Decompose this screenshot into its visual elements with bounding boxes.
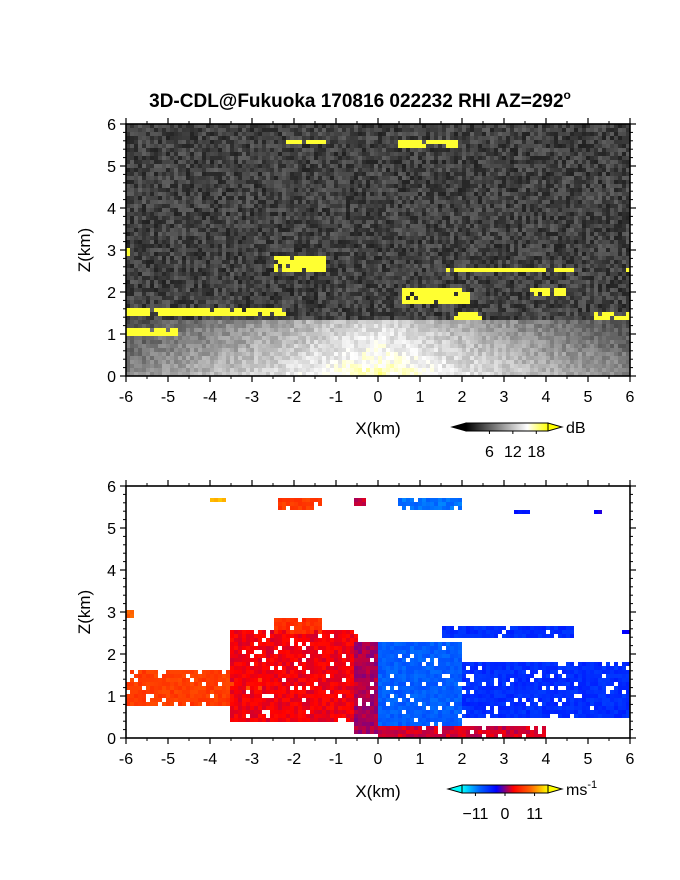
backscatter-xtick-label: 6 xyxy=(626,389,635,406)
backscatter-xtick-label: 1 xyxy=(416,389,425,406)
backscatter-xtick-label: -6 xyxy=(119,389,133,406)
velocity-colorbar-tick-label: 0 xyxy=(501,806,510,823)
backscatter-xtick-label: -3 xyxy=(245,389,259,406)
velocity-xtick-label: 6 xyxy=(626,751,635,768)
backscatter-colorbar-tick-label: 6 xyxy=(485,444,494,461)
velocity-ytick-label: 5 xyxy=(107,521,116,538)
backscatter-axis-ticks: -6 -5 -4 -3 -2 -1 0 1 2 3 4 5 6 0 1 2 3 4 5 6 xyxy=(107,117,636,406)
velocity-ytick-label: 3 xyxy=(107,605,116,622)
velocity-colorbar: −11 0 11 ms-1 xyxy=(446,779,597,823)
backscatter-colorbar-min-arrow xyxy=(450,422,467,432)
backscatter-ytick-label: 6 xyxy=(107,117,116,134)
velocity-colorbar-max-arrow xyxy=(547,784,564,794)
velocity-ytick-label: 0 xyxy=(107,731,116,748)
velocity-xtick-label: 3 xyxy=(500,751,509,768)
backscatter-xtick-label: -5 xyxy=(161,389,175,406)
backscatter-colorbar-tick-label: 12 xyxy=(504,444,522,461)
backscatter-colorbar-bar xyxy=(465,422,549,432)
velocity-heatmap xyxy=(126,486,630,738)
backscatter-xtick-label: 4 xyxy=(542,389,551,406)
backscatter-colorbar-unit: dB xyxy=(566,420,586,437)
velocity-xtick-label: 4 xyxy=(542,751,551,768)
velocity-xlabel: X(km) xyxy=(355,782,400,801)
velocity-colorbar-bar xyxy=(461,784,549,794)
backscatter-ylabel: Z(km) xyxy=(75,228,94,272)
velocity-axis-ticks: -6 -5 -4 -3 -2 -1 0 1 2 3 4 5 6 0 1 2 3 4 5 6 xyxy=(107,479,636,768)
backscatter-xtick-label: -2 xyxy=(287,389,301,406)
backscatter-heatmap xyxy=(126,124,630,376)
velocity-colorbar-unit: ms-1 xyxy=(566,779,597,799)
velocity-ytick-label: 1 xyxy=(107,689,116,706)
velocity-colorbar-min-arrow xyxy=(446,784,463,794)
backscatter-xtick-label: 0 xyxy=(374,389,383,406)
backscatter-field-image xyxy=(126,124,630,376)
velocity-xtick-label: -3 xyxy=(245,751,259,768)
backscatter-xtick-label: -1 xyxy=(329,389,343,406)
velocity-colorbar-tick-label: 11 xyxy=(526,806,543,823)
figure-title: 3D-CDL@Fukuoka 170816 022232 RHI AZ=292o xyxy=(149,88,571,112)
velocity-xtick-label: 1 xyxy=(416,751,425,768)
figure-title-main: 3D-CDL@Fukuoka 170816 022232 RHI AZ=292 xyxy=(149,91,563,112)
figure-title-degree: o xyxy=(564,88,571,102)
backscatter-xtick-label: 3 xyxy=(500,389,509,406)
backscatter-ytick-label: 1 xyxy=(107,327,116,344)
backscatter-ytick-label: 4 xyxy=(107,201,116,218)
velocity-panel: -6 -5 -4 -3 -2 -1 0 1 2 3 4 5 6 0 1 2 3 4 5 6 X(km) Z(km) −… xyxy=(75,479,636,823)
velocity-ytick-label: 4 xyxy=(107,563,116,580)
velocity-xtick-label: 0 xyxy=(374,751,383,768)
backscatter-ytick-label: 5 xyxy=(107,159,116,176)
velocity-colorbar-unit-exponent: -1 xyxy=(587,779,597,791)
backscatter-xlabel: X(km) xyxy=(355,419,400,438)
backscatter-xtick-label: -4 xyxy=(203,389,217,406)
backscatter-ytick-label: 3 xyxy=(107,243,116,260)
velocity-colorbar-tick-label: −11 xyxy=(462,806,488,823)
backscatter-ytick-label: 2 xyxy=(107,285,116,302)
velocity-xtick-label: -5 xyxy=(161,751,175,768)
velocity-ylabel: Z(km) xyxy=(75,590,94,634)
velocity-ytick-label: 6 xyxy=(107,479,116,496)
backscatter-xtick-label: 5 xyxy=(584,389,593,406)
backscatter-ytick-label: 0 xyxy=(107,369,116,386)
velocity-xtick-label: -1 xyxy=(329,751,343,768)
backscatter-colorbar: 6 12 18 dB xyxy=(450,420,586,461)
backscatter-xtick-label: 2 xyxy=(458,389,467,406)
backscatter-colorbar-tick-label: 18 xyxy=(527,444,545,461)
velocity-xtick-label: -4 xyxy=(203,751,217,768)
velocity-xtick-label: 5 xyxy=(584,751,593,768)
velocity-xtick-label: -6 xyxy=(119,751,133,768)
velocity-field-image xyxy=(126,486,630,738)
velocity-ytick-label: 2 xyxy=(107,647,116,664)
backscatter-colorbar-max-arrow xyxy=(547,422,564,432)
velocity-xtick-label: -2 xyxy=(287,751,301,768)
velocity-xtick-label: 2 xyxy=(458,751,467,768)
